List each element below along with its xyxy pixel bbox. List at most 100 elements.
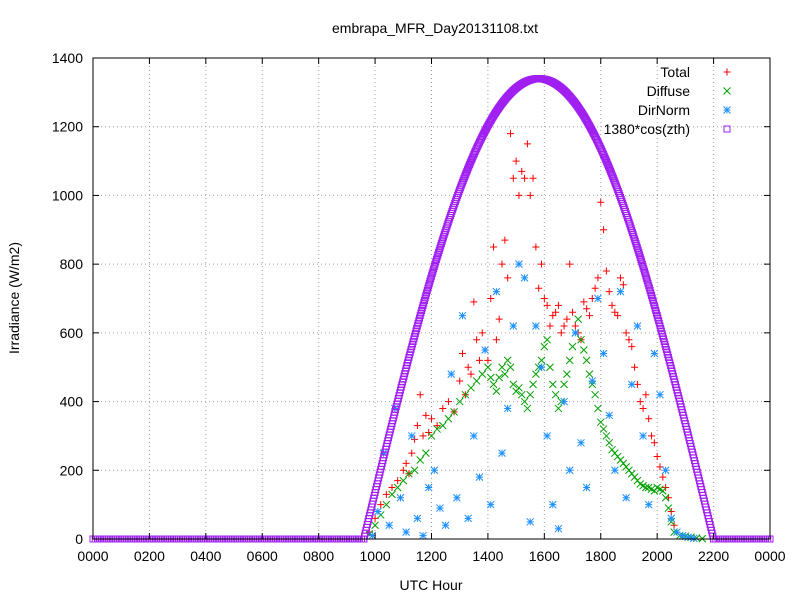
data-point-star [492, 287, 501, 296]
data-point-plus [659, 473, 667, 481]
data-point-cross [579, 346, 588, 354]
data-point-cross [478, 370, 487, 378]
data-point-star [560, 397, 568, 406]
data-point-cross [543, 335, 552, 344]
data-point-square [640, 267, 648, 275]
data-point-plus [636, 398, 644, 406]
data-point-cross [405, 469, 413, 478]
data-point-square [423, 287, 431, 295]
data-point-square [436, 244, 444, 252]
data-point-star [464, 514, 473, 523]
y-axis-label: Irradiance (W/m2) [6, 242, 22, 354]
data-point-plus [422, 411, 430, 419]
data-point-cross [427, 432, 436, 440]
data-point-star [661, 466, 670, 475]
data-point-cross [422, 449, 430, 457]
data-point-star [594, 294, 602, 303]
data-point-square [648, 294, 656, 302]
data-point-star [537, 363, 546, 372]
data-point-cross [532, 370, 540, 378]
data-point-square [428, 272, 435, 280]
data-point-cross [472, 377, 481, 385]
y-tick-label: 1400 [52, 50, 83, 66]
data-point-square [459, 176, 467, 184]
x-tick-label: 2000 [642, 548, 673, 564]
data-point-cross [506, 363, 515, 372]
data-point-square [640, 265, 648, 273]
data-point-star [532, 322, 540, 330]
legend: Total Diffuse DirNorm 1380*cos(zth) [604, 64, 731, 137]
data-point-cross [438, 421, 447, 430]
x-tick-label: 1000 [360, 548, 391, 564]
data-point-square [439, 235, 447, 243]
data-point-cross [529, 380, 537, 389]
data-point-square [641, 270, 649, 278]
data-point-cross [551, 390, 560, 399]
data-point-plus [467, 370, 475, 378]
data-point-plus [492, 336, 500, 344]
data-point-plus [648, 432, 656, 440]
data-point-cross [577, 335, 585, 344]
data-point-plus [628, 343, 636, 351]
data-point-square [606, 166, 614, 174]
data-point-star [565, 466, 574, 475]
data-point-cross [484, 363, 492, 372]
data-point-plus [540, 295, 548, 302]
data-point-square [431, 260, 439, 268]
data-point-plus [504, 274, 512, 282]
data-point-star [396, 493, 405, 502]
data-point-star [571, 329, 580, 337]
x-tick-label: 1400 [472, 548, 503, 564]
data-point-square [435, 246, 443, 254]
data-point-cross [585, 370, 594, 378]
data-point-star [447, 370, 456, 378]
x-tick-label: 0000 [754, 548, 785, 564]
data-point-plus [602, 267, 610, 275]
data-point-cross [599, 425, 608, 433]
data-point-square [420, 299, 428, 307]
data-point-square [438, 237, 446, 245]
data-point-cross [498, 363, 506, 372]
data-point-square [639, 263, 647, 271]
data-point-square [424, 284, 432, 292]
data-point-plus [521, 174, 529, 182]
x-tick-label: 0600 [247, 548, 278, 564]
data-point-cross [546, 363, 554, 372]
data-point-plus [580, 298, 588, 306]
data-point-star [368, 531, 377, 540]
data-point-plus [382, 490, 390, 498]
data-point-star [599, 349, 608, 358]
data-point-plus [408, 449, 416, 457]
data-point-plus [571, 322, 579, 330]
data-point-star [475, 473, 484, 482]
data-point-plus [529, 174, 537, 182]
data-point-square [647, 289, 655, 297]
data-point-square [633, 244, 641, 252]
data-point-cross [574, 315, 583, 323]
data-point-square [633, 242, 641, 250]
data-point-plus [600, 226, 608, 234]
data-point-star [554, 524, 563, 533]
x-tick-label: 1800 [585, 548, 616, 564]
data-point-square [433, 253, 441, 261]
data-point-plus [495, 315, 503, 323]
data-point-square [646, 287, 654, 295]
data-point-plus [413, 422, 421, 430]
data-point-square [644, 279, 652, 287]
data-point-cross [548, 380, 557, 389]
data-point-cross [500, 370, 509, 378]
data-point-cross [433, 425, 441, 433]
data-point-star [644, 500, 653, 509]
data-point-square [608, 171, 616, 179]
legend-marker [723, 125, 731, 133]
data-point-star [509, 322, 518, 330]
data-point-cross [520, 397, 529, 406]
data-point-plus [498, 260, 506, 268]
data-point-cross [661, 493, 670, 502]
data-point-star [385, 521, 394, 530]
y-tick-label: 600 [60, 325, 84, 341]
data-point-square [422, 291, 430, 299]
x-tick-label: 2200 [698, 548, 729, 564]
data-point-plus [639, 404, 647, 412]
data-point-star [667, 514, 676, 523]
